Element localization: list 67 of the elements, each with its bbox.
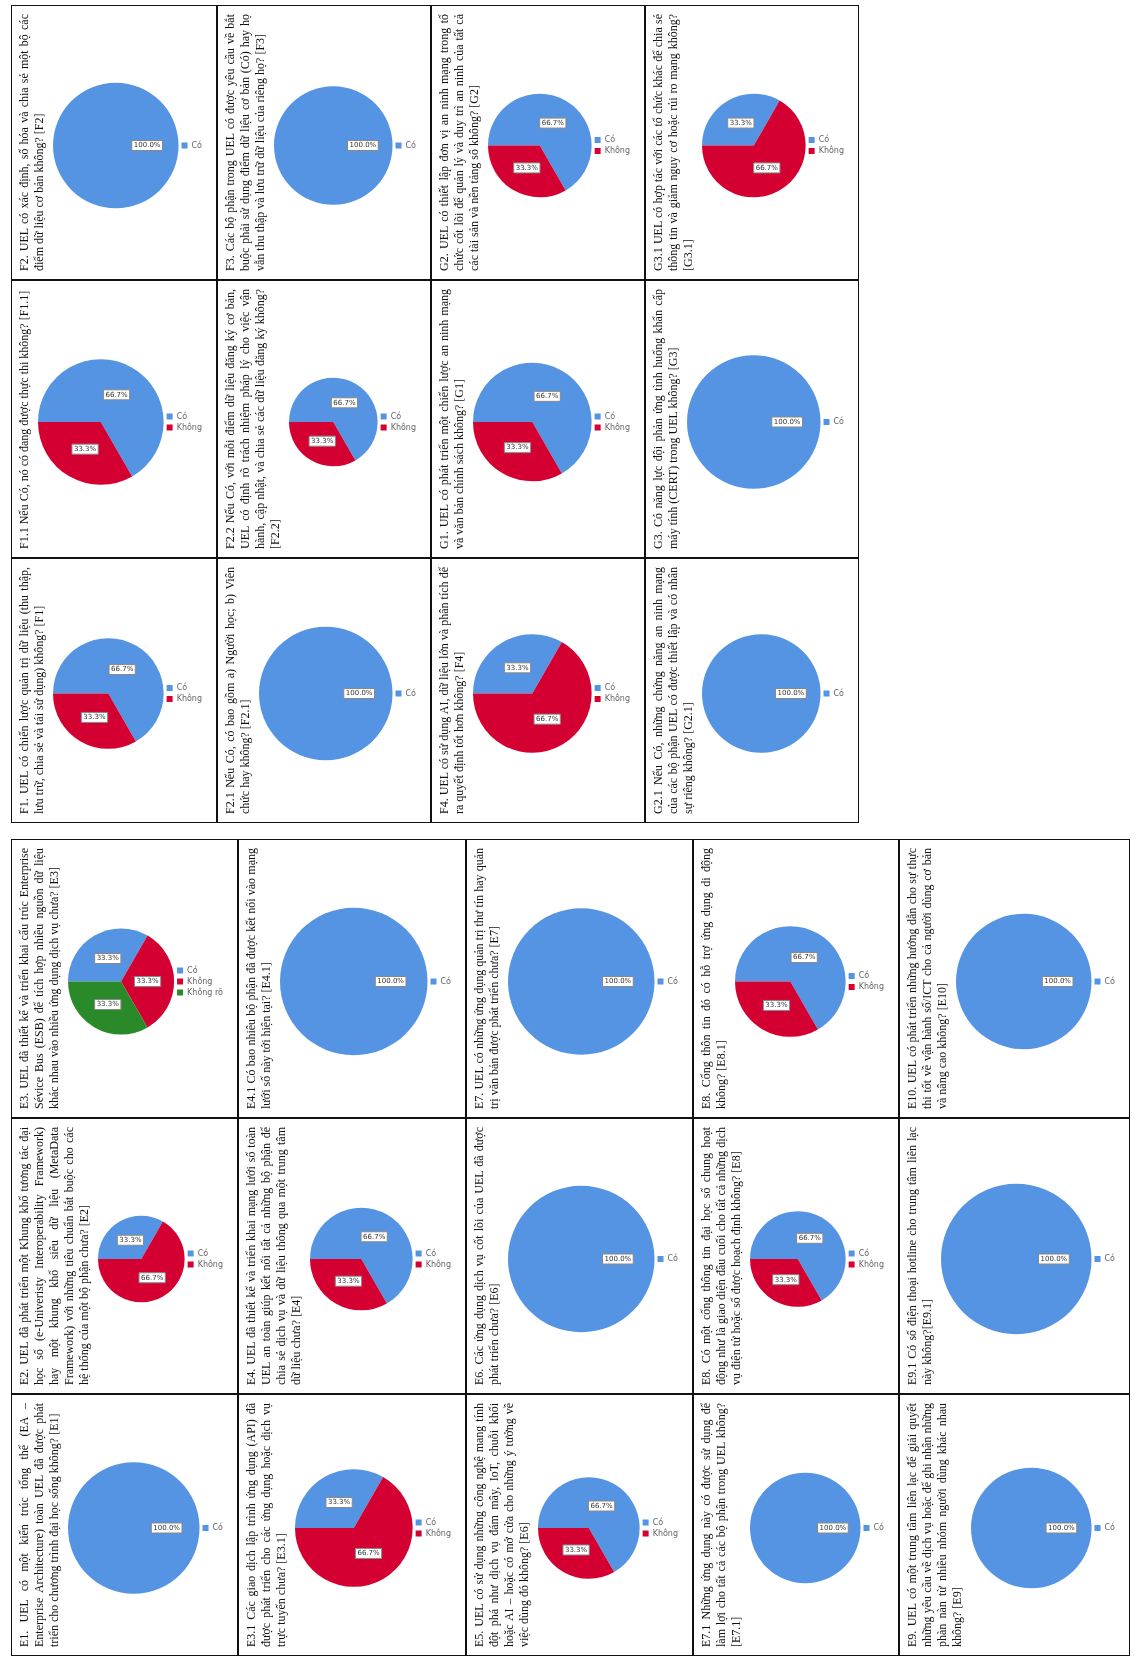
legend-label: Có	[191, 139, 203, 150]
text: F2. UEL có xác định, số hóa và chia sẻ một bộ các điểm dữ liệu cơ bản không? [F2]	[16, 13, 47, 273]
text: G2. UEL có thiết lập đơn vị an ninh mạng trong tổ chức cốt lõi để quản lý và duy trì an ninh của tất cả các tài sản và nền tảng số không? [G2]	[436, 13, 482, 273]
legend-label: Không	[858, 1258, 884, 1269]
legend-label: Có	[667, 1253, 679, 1264]
legend-label: Có	[176, 682, 188, 693]
legend-label: Không	[390, 421, 416, 432]
legend-label: Không	[425, 1527, 451, 1538]
legend-label: Có	[833, 416, 845, 427]
legend-label: Có	[187, 964, 198, 975]
legend-label: Có	[425, 1516, 437, 1527]
legend-label: Có	[440, 975, 452, 986]
text: E8. Có một cổng thông tin đại học số chung hoạt động như là giao diện đầu cuối cho tất cả những dịch vụ điện tử hoặc số được hoạch định không? [E8]	[698, 1126, 744, 1387]
text: G3. Có năng lực đội phản ứng tình huống khẩn cấp máy tính (CERT) trong UEL không? [G3]	[650, 288, 681, 551]
legend-label: Không	[176, 421, 202, 432]
legend-label: Có	[667, 975, 679, 986]
legend-label: Có	[858, 970, 870, 981]
text: G2.1 Nếu Có, những chứng năng an ninh mạng của các bộ phận UEL có được thiết lập và có nhân sự riêng không? [G2.1]	[650, 566, 696, 816]
legend-label: Có	[405, 687, 417, 698]
text: E9. UEL có một trung tâm liên lạc để giải quyết những yêu cầu về dịch vụ hoặc để ghi nhận những phàn nàn từ nhiều nhóm người dùng khác nhau không? [E9]	[904, 1402, 965, 1649]
text: F4. UEL có sử dụng AI, dữ liệu lớn và phân tích để ra quyết định tốt hơn không? [F4]	[436, 566, 467, 816]
legend-label: Có	[604, 134, 616, 145]
legend-label: Có	[818, 134, 830, 145]
legend-label: Có	[604, 410, 616, 421]
legend-label: Có	[652, 1516, 664, 1527]
text: E5. UEL có sử dụng những công nghệ mang tính đột phá như dịch vụ đám mây, IoT, chuỗi khối hoặc AI – hoặc có mở cửa cho những ý tưởng về việc dùng đó không? [E6]	[471, 1402, 532, 1649]
legend-label: Không	[604, 421, 630, 432]
legend-label: Có	[197, 1247, 209, 1258]
legend-label: Có	[176, 410, 188, 421]
text: G1. UEL có phát triển một chiến lược an ninh mạng và văn bản chính sách không? [G1]	[436, 288, 467, 551]
text: E10. UEL có phát triển những hướng dẫn cho sự thực thi tốt về vận hành số/ICT cho cả người dùng cơ bản và nâng cao không? [E10]	[904, 847, 950, 1111]
text: E4. UEL đã thiết kế và triển khai mạng lưới số toàn UEL an toàn giúp kết nối tất cả những bộ phận để chia sẻ dịch vụ và dữ liệu thông qua một trung tâm dữ liệu chưa? [E4]	[243, 1126, 304, 1387]
legend-label: Không rõ	[187, 986, 224, 997]
text: F2.1 Nếu Có, có bao gồm a) Người học; b) Viên chức hay không? [F2.1]	[222, 566, 253, 816]
text: E7.1 Những ứng dụng này có được sử dụng để làm lợi cho tất cả các bộ phận trong UEL không? [E7.1]	[698, 1402, 744, 1649]
legend-label: Không	[197, 1258, 223, 1269]
text: G3.1 UEL có hợp tác với các tổ chức khác để chia sẻ thông tin và giảm nguy cơ hoặc rủi ro mạng không? [G3.1]	[650, 13, 696, 273]
legend-label: Không	[604, 145, 630, 156]
legend-label: Không	[425, 1258, 451, 1269]
text: E1. UEL có một kiến trúc tổng thể (EA – Enterprise Architecture) toàn UEL đã được phát triển cho chương trình đại học sống không? [E1]	[16, 1402, 62, 1649]
text: E2. UEL đã phát triển một Khung khổ tương tác đại học số (e-Univeristy Interoperability Framework) hay một khung khổ siêu dữ liệu (MetaData Framework) với những tiêu chuẩn bắt buộc cho các hệ thống của một bộ phận chưa? [E2]	[16, 1126, 92, 1387]
legend-label: Có	[425, 1247, 437, 1258]
legend-label: Có	[212, 1522, 224, 1533]
legend-label: Không	[604, 693, 630, 704]
legend-label: Có	[858, 1247, 870, 1258]
text: E3. UEL đã thiết kế và triển khai cấu trúc Enterprise Sévice Bus (ESB) để tích hợp nhiều nguồn dữ liệu khác nhau vào nhiều ứng dụng dịch vụ chưa? [E3]	[16, 847, 62, 1111]
legend-label: Có	[405, 139, 417, 150]
legend-label: Có	[390, 410, 402, 421]
text: F1.1 Nếu Có, nó có đang được thực thi không? [F1.1]	[16, 289, 32, 551]
text: F3. Các bộ phận trong UEL có được yêu cầu về bắt buộc phải sử dụng điểm dữ liệu cơ bản (Có) hay họ vẫn thu thập và lưu trữ dữ liệu của riêng họ? [F3]	[222, 13, 268, 273]
text: E4.1 Có bao nhiêu bộ phận đã được kết nối vào mạng lưới số này tới hiện tại? [E4.1]	[243, 847, 274, 1111]
legend-label: Có	[604, 682, 616, 693]
legend-label: Không	[858, 981, 884, 992]
text: E7. UEL có những ứng dụng quản trị thư tín hay quản trị văn bản được phát triển chưa? [E7]	[471, 847, 502, 1111]
text: E9.1 Có số điện thoại hotline cho trung tâm liên lạc này không?[E9.1]	[904, 1126, 935, 1387]
legend-label: Không	[818, 145, 844, 156]
text: F1. UEL có chiến lược quản trị dữ liệu (thu thập, lưu trữ, chia sẻ và tái sử dụng) không? [F1]	[16, 566, 47, 816]
text: E8. Cổng thôn tin đó có hỗ trợ ứng dụng di động không? [E8.1]	[698, 847, 729, 1111]
legend-label: Không	[652, 1527, 678, 1538]
legend-label: Không	[187, 975, 213, 986]
legend-label: Có	[1104, 975, 1116, 986]
legend-label: Có	[1104, 1253, 1116, 1264]
legend-label: Có	[833, 687, 845, 698]
legend-label: Không	[176, 693, 202, 704]
legend-label: Có	[873, 1522, 885, 1533]
legend-label: Có	[1104, 1522, 1116, 1533]
text: E3.1 Các giao dịch lập trình ứng dụng (API) đã được phát triển cho các ứng dụng hoặc dịch vụ trực tuyến chưa? [E3.1]	[243, 1402, 289, 1649]
